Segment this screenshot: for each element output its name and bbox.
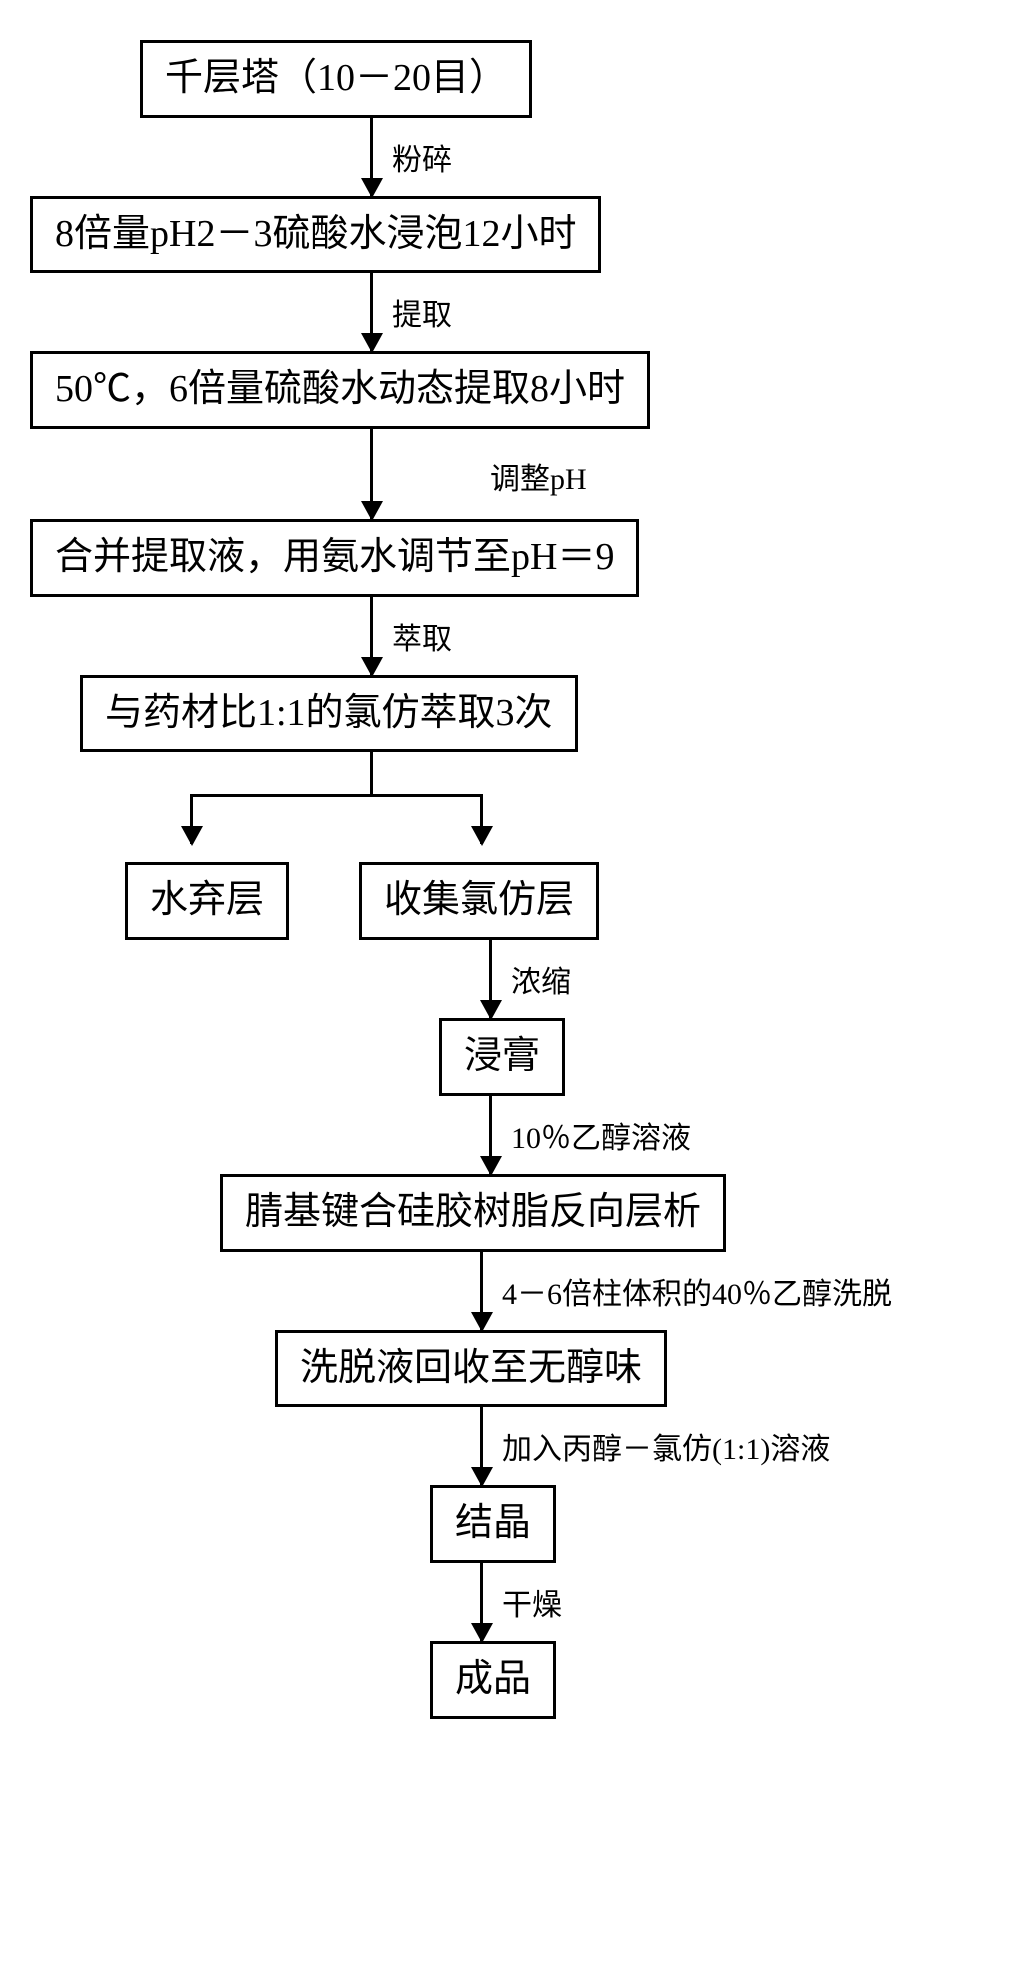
arrow: [480, 1563, 483, 1641]
edge-label-extract: 提取: [392, 290, 452, 334]
arrow: [370, 273, 373, 351]
arrow: [480, 1407, 483, 1485]
edge-label-crush: 粉碎: [392, 135, 452, 179]
node-crystallize: 结晶: [430, 1485, 556, 1563]
node-extract-paste: 浸膏: [439, 1018, 565, 1096]
node-chloroform-extract: 与药材比1:1的氯仿萃取3次: [80, 675, 578, 753]
node-water-discard: 水弃层: [125, 862, 289, 940]
node-product: 成品: [430, 1641, 556, 1719]
edge-label-propanol: 加入丙醇－氯仿(1:1)溶液: [502, 1424, 830, 1468]
arrow: [370, 429, 373, 519]
arrow: [489, 1096, 492, 1174]
arrow: [489, 940, 492, 1018]
arrow: [370, 597, 373, 675]
flowchart: 千层塔（10－20目） 粉碎 8倍量pH2－3硫酸水浸泡12小时 提取 50℃，…: [30, 40, 991, 1719]
edge-label-ethanol10: 10％乙醇溶液: [511, 1113, 691, 1157]
edge-label-dry: 干燥: [502, 1580, 562, 1624]
node-reverse-chromatography: 腈基键合硅胶树脂反向层析: [220, 1174, 726, 1252]
arrow: [480, 1252, 483, 1330]
arrow: [370, 118, 373, 196]
node-adjust-ph: 合并提取液，用氨水调节至pH＝9: [30, 519, 639, 597]
node-soak: 8倍量pH2－3硫酸水浸泡12小时: [30, 196, 601, 274]
node-dynamic-extract: 50℃，6倍量硫酸水动态提取8小时: [30, 351, 650, 429]
node-collect-chloroform: 收集氯仿层: [359, 862, 599, 940]
edge-label-ethanol40: 4－6倍柱体积的40％乙醇洗脱: [502, 1269, 892, 1313]
node-material: 千层塔（10－20目）: [140, 40, 532, 118]
edge-label-extract2: 萃取: [392, 614, 452, 658]
node-recover-eluate: 洗脱液回收至无醇味: [275, 1330, 667, 1408]
split: [30, 752, 630, 862]
edge-label-adjust-ph: 调整pH: [490, 454, 587, 498]
edge-label-concentrate: 浓缩: [511, 957, 571, 1001]
